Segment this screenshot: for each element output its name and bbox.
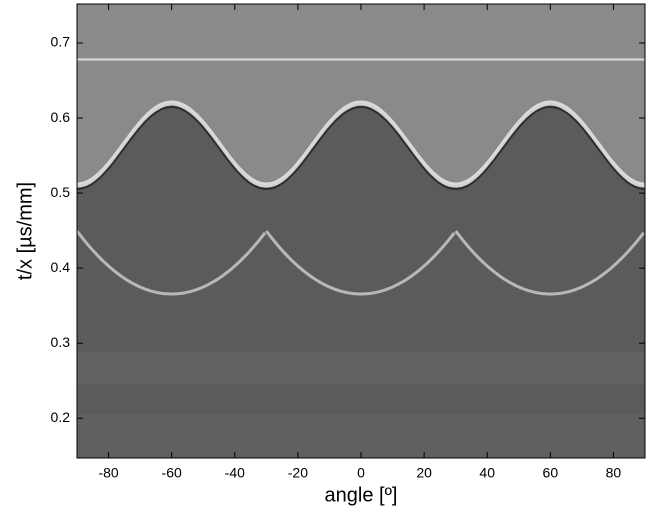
upper-region [77,4,645,185]
y-tick-label: 0.5 [51,184,71,200]
y-tick-label: 0.3 [51,334,71,350]
y-axis-label: t/x [µs/mm] [14,182,36,280]
lower-arc [454,230,645,296]
x-tick-label: 0 [357,465,365,481]
lower-band [77,352,645,384]
x-tick-label: 40 [479,465,495,481]
x-tick-label: -40 [225,465,245,481]
x-axis-label: angle [º] [325,484,398,506]
x-tick-label: 60 [543,465,559,481]
lower-band [77,414,645,458]
y-tick-label: 0.6 [51,109,71,125]
x-tick-label: -80 [98,465,118,481]
lower-arc [265,230,456,296]
y-tick-label: 0.4 [51,259,71,275]
x-tick-label: 20 [416,465,432,481]
lower-arc [77,230,267,296]
y-tick-label: 0.2 [51,409,71,425]
x-tick-label: -20 [288,465,308,481]
x-tick-label: -60 [162,465,182,481]
dark-edge [77,105,645,190]
y-tick-label: 0.7 [51,34,71,50]
image [77,4,645,458]
bright-edge [77,100,645,188]
x-tick-label: 80 [606,465,622,481]
